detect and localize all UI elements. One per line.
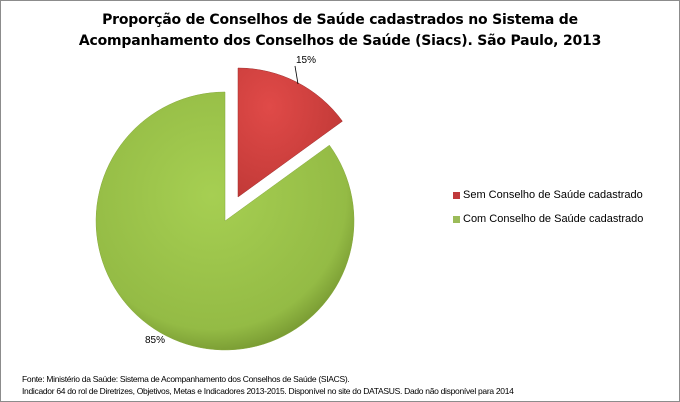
chart-legend: Sem Conselho de Saúde cadastrado Com Con… <box>453 183 643 231</box>
legend-label: Com Conselho de Saúde cadastrado <box>463 213 644 225</box>
legend-label: Sem Conselho de Saúde cadastrado <box>463 189 643 201</box>
chart-title-line2: Acompanhamento dos Conselhos de Saúde (S… <box>78 33 602 49</box>
legend-swatch-green-icon <box>453 215 460 223</box>
legend-item-sem: Sem Conselho de Saúde cadastrado <box>453 183 643 207</box>
label-leader-line <box>294 65 299 85</box>
chart-title-line1: Proporção de Conselhos de Saúde cadastra… <box>102 12 578 28</box>
data-label-sem: 15% <box>296 55 317 66</box>
legend-item-com: Com Conselho de Saúde cadastrado <box>453 207 643 231</box>
pie-slice-com-conselho <box>95 91 355 351</box>
legend-swatch-red-icon <box>453 191 460 199</box>
data-label-com: 85% <box>145 335 166 346</box>
source-note-line2: Indicador 64 do rol de Diretrizes, Objet… <box>22 386 514 396</box>
source-note-line1: Fonte: Ministério da Saúde: Sistema de A… <box>22 374 350 384</box>
pie-slice-sem-conselho <box>237 67 343 198</box>
